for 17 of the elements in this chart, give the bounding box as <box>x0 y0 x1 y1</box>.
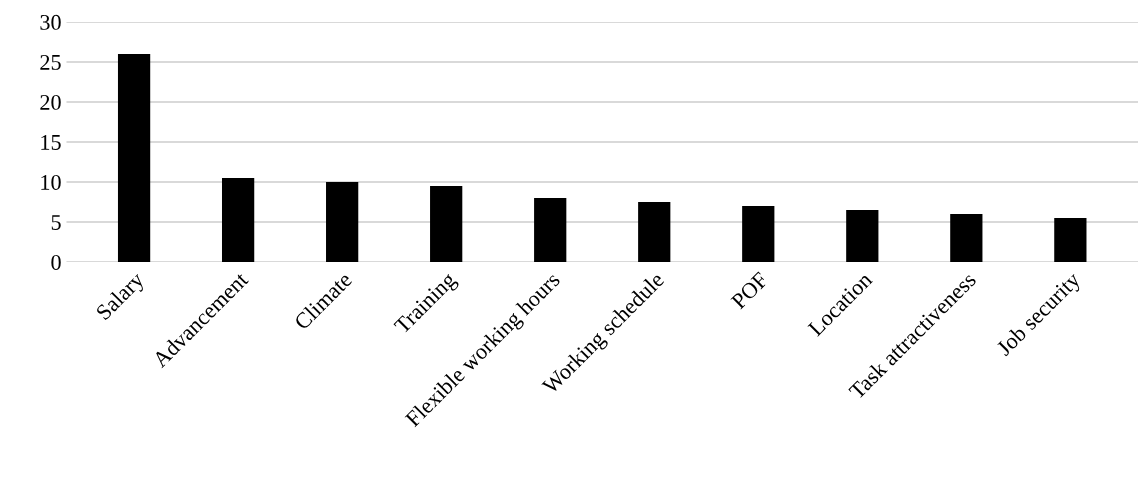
bar <box>846 209 879 263</box>
bar <box>430 185 463 263</box>
bar <box>221 177 255 263</box>
bar <box>638 201 671 263</box>
y-tick-label: 25 <box>40 54 61 70</box>
bar <box>534 197 567 263</box>
bar <box>742 205 775 263</box>
bar <box>950 213 983 263</box>
y-tick-label: 15 <box>41 135 61 150</box>
y-tick-label: 10 <box>41 174 61 190</box>
y-tick-label: 30 <box>40 14 61 30</box>
bar <box>326 181 359 263</box>
y-tick-label: 0 <box>51 254 61 270</box>
y-tick-label: 5 <box>51 215 61 230</box>
bar <box>117 53 151 263</box>
y-tick-label: 20 <box>40 94 61 110</box>
bar <box>1054 217 1087 263</box>
